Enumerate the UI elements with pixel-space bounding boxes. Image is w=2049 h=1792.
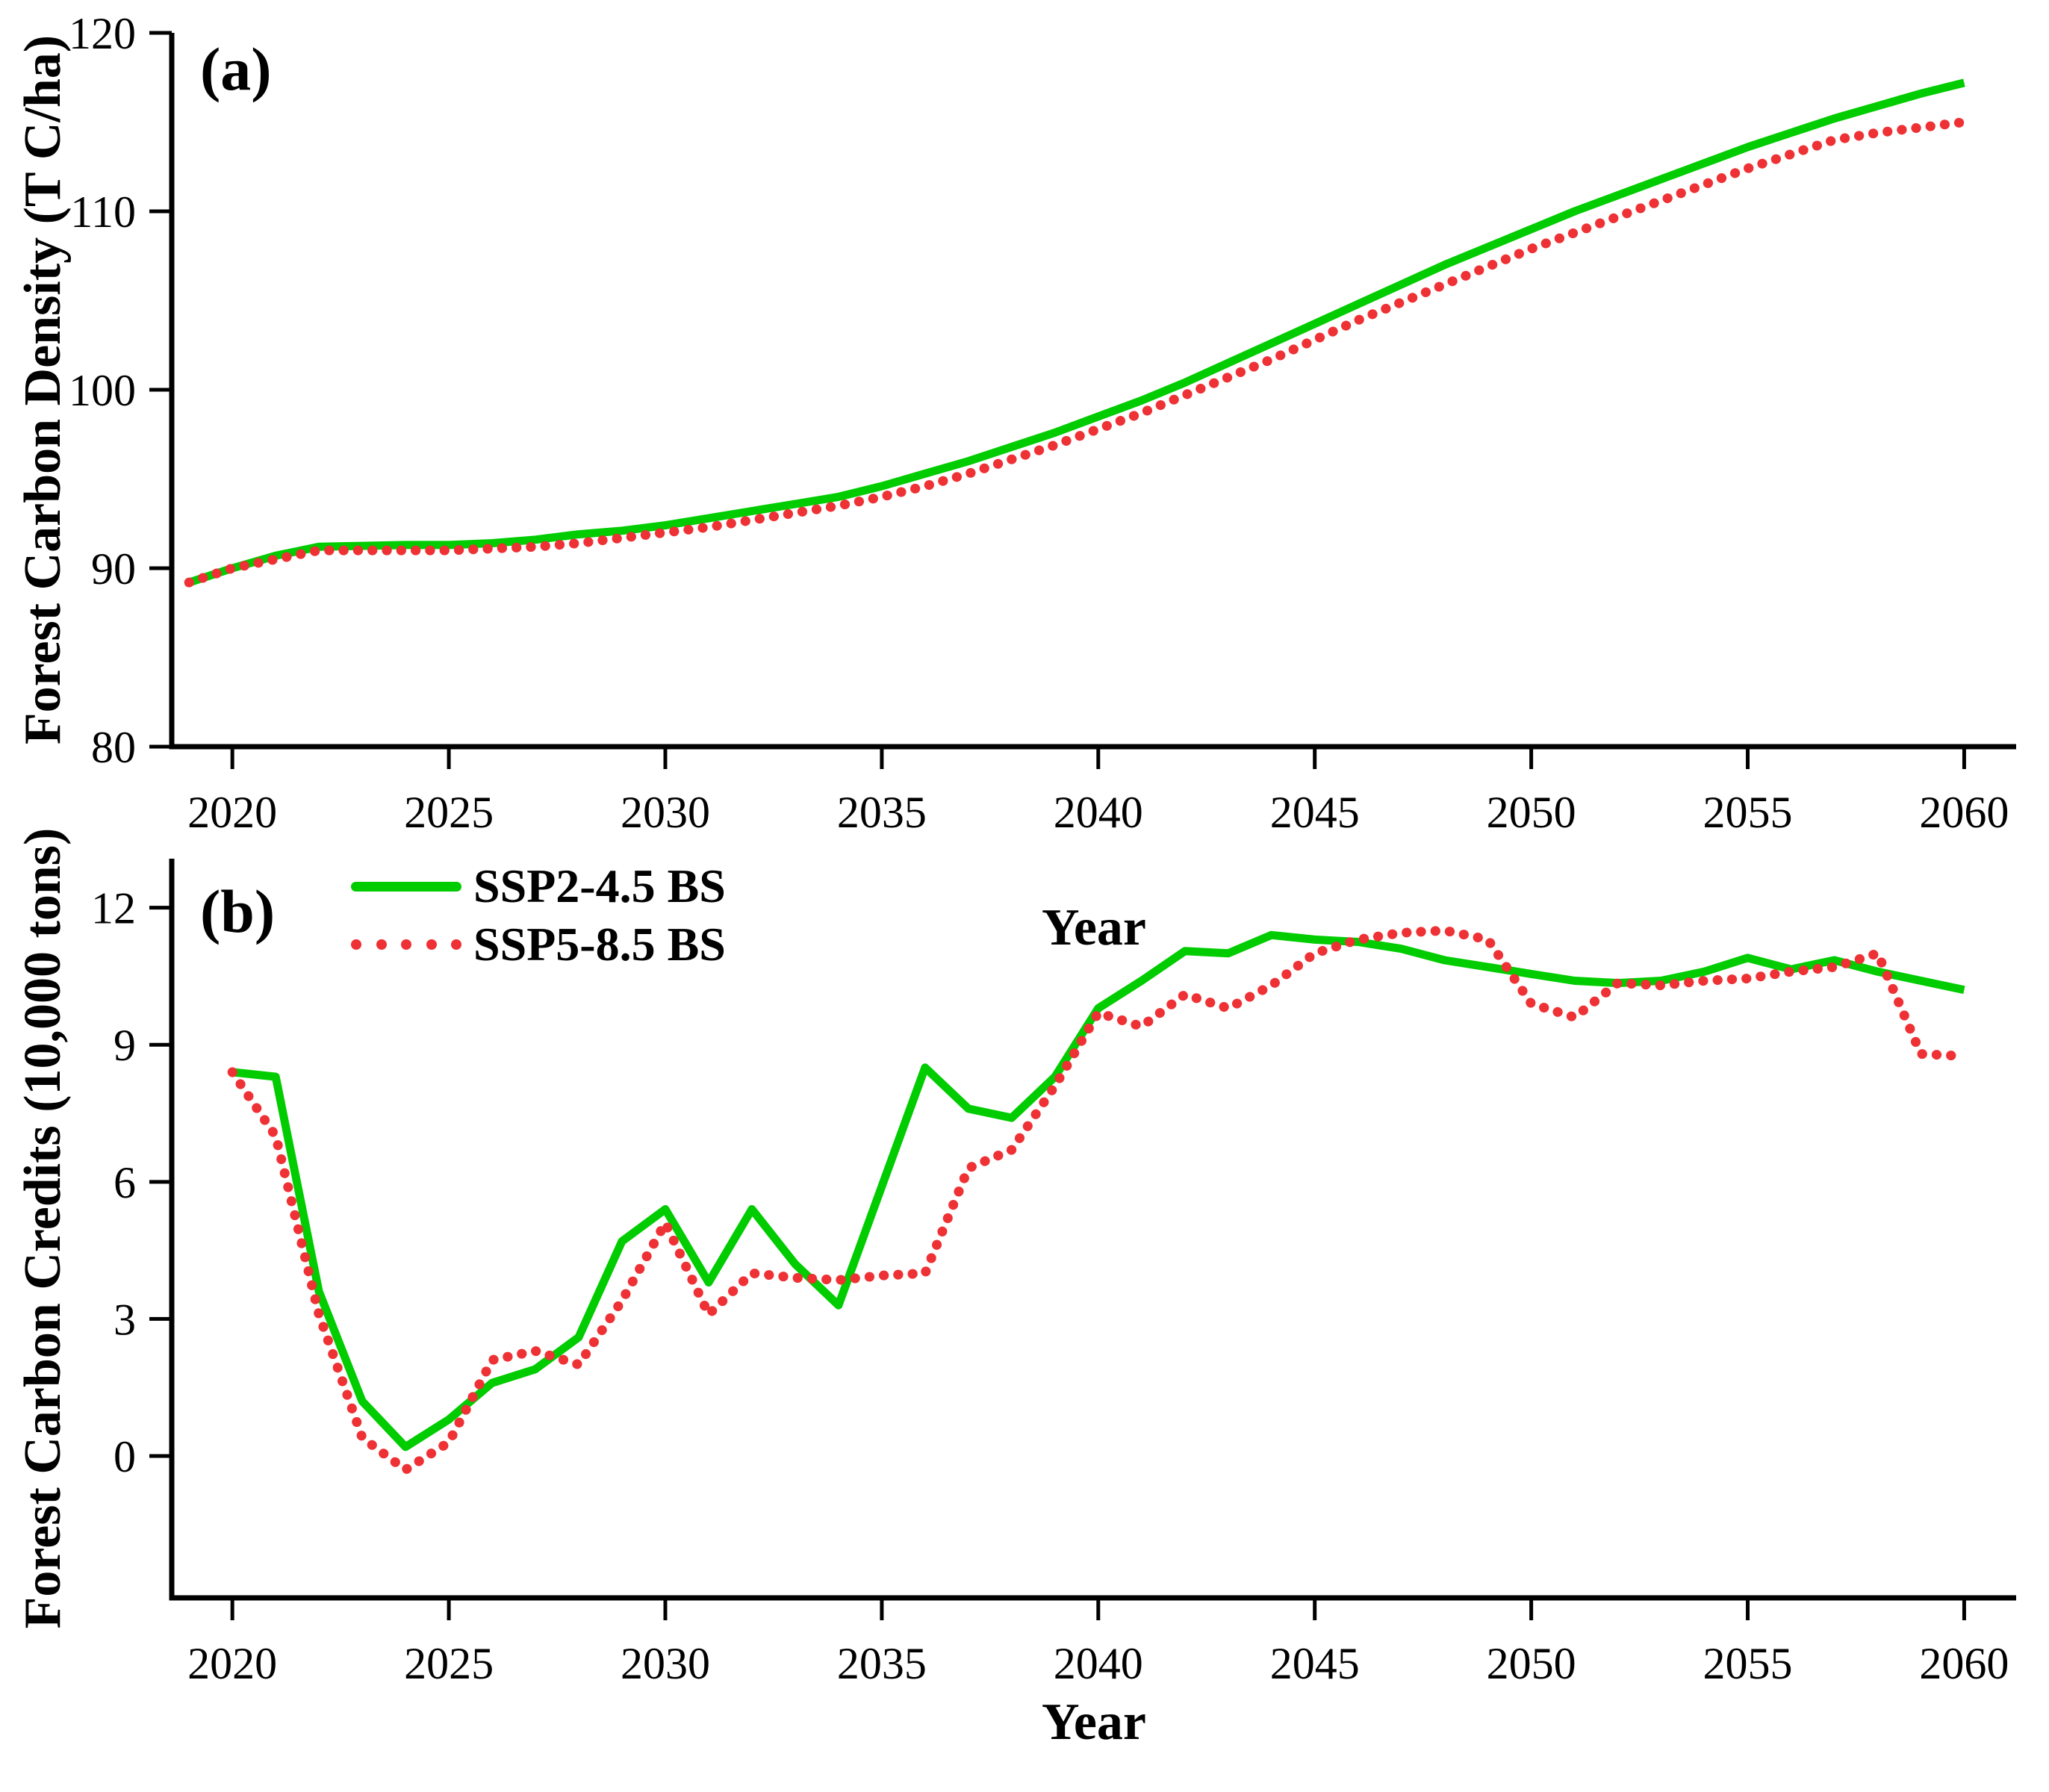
panel-b-x-tick-label: 2025 (404, 1639, 494, 1688)
panel-a-x-tick-label: 2055 (1703, 788, 1793, 837)
panel-a-y-tick-label: 100 (69, 366, 136, 415)
panel-a-y-tick-label: 90 (91, 544, 136, 594)
panel-a-label: (a) (200, 35, 272, 103)
panel-b-series-ssp2-4.5-bs (231, 930, 1965, 1452)
legend-dot (401, 939, 411, 950)
panel-b-y-tick-label: 12 (91, 884, 136, 933)
panel-b-label: (b) (200, 877, 276, 945)
legend-dot (351, 939, 361, 950)
panel-a-y-tick-label: 120 (69, 9, 136, 58)
legend-label-ssp2: SSP2-4.5 BS (473, 859, 726, 912)
panel-a-x-tick-label: 2060 (1919, 788, 2009, 837)
panel-a-x-tick-label: 2050 (1487, 788, 1576, 837)
panel-a-x-tick-label: 2040 (1054, 788, 1143, 837)
panel-b-y-tick-label: 6 (114, 1158, 136, 1207)
panel-b-x-tick-label: 2040 (1054, 1639, 1143, 1688)
legend-dot (451, 939, 461, 950)
legend: SSP2-4.5 BS SSP5-8.5 BS (351, 857, 726, 974)
panel-b-x-tick-label: 2030 (621, 1639, 710, 1688)
panel-a-x-tick-label: 2035 (837, 788, 927, 837)
panel-a-series-ssp2-4.5-bs (187, 78, 1965, 587)
legend-item-ssp5: SSP5-8.5 BS (351, 915, 726, 974)
panel-a-y-tick-label: 110 (70, 187, 136, 237)
panel-b-y-tick-label: 3 (114, 1295, 136, 1344)
panel-b-x-tick-label: 2050 (1487, 1639, 1576, 1688)
legend-dot (376, 939, 387, 950)
panel-b-x-tick-label: 2060 (1919, 1639, 2009, 1688)
panel-b-x-tick-label: 2020 (187, 1639, 277, 1688)
legend-swatch-solid-line (351, 881, 461, 892)
legend-dot (426, 939, 437, 950)
panel-a-series-ssp5-8.5-bs (184, 117, 1969, 588)
legend-item-ssp2: SSP2-4.5 BS (351, 857, 726, 915)
panel-b-x-tick-label: 2035 (837, 1639, 927, 1688)
panel-b-x-axis-title: Year (1042, 1693, 1146, 1751)
panel-a-x-axis-title: Year (1042, 899, 1146, 956)
dotted-line-icon (351, 939, 461, 950)
panel-a-x-tick-label: 2045 (1270, 788, 1360, 837)
panel-b-series-ssp5-8.5-bs (227, 925, 1969, 1475)
panel-b-y-tick-label: 9 (114, 1021, 136, 1070)
legend-label-ssp5: SSP5-8.5 BS (473, 918, 726, 971)
panel-a-x-tick-label: 2030 (621, 788, 710, 837)
panel-a-y-tick-label: 80 (91, 723, 136, 772)
panel-b-y-tick-label: 0 (114, 1432, 136, 1481)
panel-a-x-tick-label: 2020 (187, 788, 277, 837)
panel-b-x-tick-label: 2045 (1270, 1639, 1360, 1688)
panel-b-y-axis-title: Forest Carbon Credits (10,000 tons) (14, 827, 72, 1629)
solid-line-icon (351, 881, 461, 892)
panel-a-x-tick-label: 2025 (404, 788, 494, 837)
panel-b-x-tick-label: 2055 (1703, 1639, 1793, 1688)
